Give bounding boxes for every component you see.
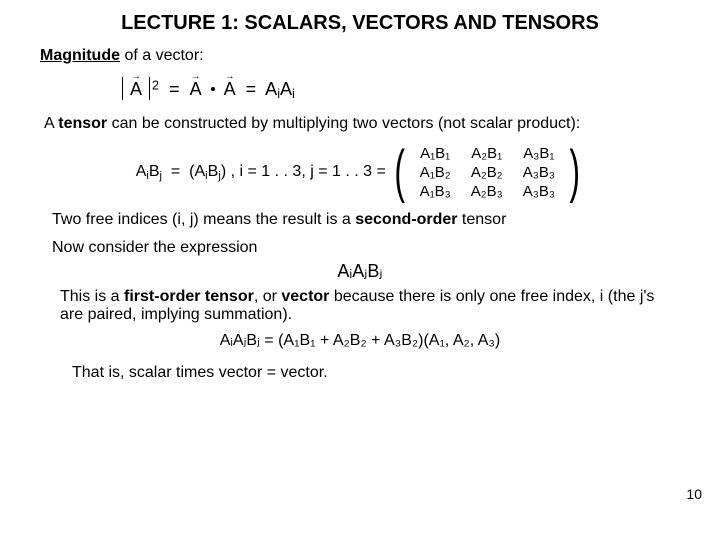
equation-expansion: AᵢAⱼBⱼ = (A₁B₁ + A₂B₂ + A₃B₂)(A₁, A₂, A₃…	[0, 330, 720, 350]
m-r1c2: A₂B₁	[461, 144, 513, 163]
equation-tensor-product: AiBj = (AiBj) , i = 1 . . 3, j = 1 . . 3…	[0, 143, 720, 201]
text-that-is: That is, scalar times vector = vector.	[72, 364, 676, 382]
AiBj-paren: (AiBj)	[189, 163, 226, 182]
m-r2c1: A₁B₂	[410, 163, 461, 182]
m-r1c3: A₃B₁	[513, 144, 565, 163]
text-now-consider: Now consider the expression	[52, 239, 676, 257]
matrix-3x3: ( A₁B₁ A₂B₁ A₃B₁ A₁B₂ A₂B₂ A₃B₃ A₁B₃	[390, 143, 584, 201]
magnitude-rest: of a vector:	[120, 47, 204, 64]
m-r3c3: A₃B₃	[513, 182, 565, 201]
Ai-2: Ai	[280, 79, 295, 99]
magnitude-word: Magnitude	[40, 47, 120, 64]
expand-sum: A₁B₁ + A₂B₂ + A₃B₂	[283, 332, 418, 349]
matrix-table: A₁B₁ A₂B₁ A₃B₁ A₁B₂ A₂B₂ A₃B₃ A₁B₃ A₂B₃ …	[410, 144, 565, 201]
expand-vec: A₁, A₂, A₃	[429, 332, 495, 349]
m-r2c3: A₃B₃	[513, 163, 565, 182]
equation-magnitude: A 2 = A A = AiAi	[0, 77, 720, 101]
right-paren-icon: )	[569, 143, 580, 201]
index-range: , i = 1 . . 3, j = 1 . . 3 =	[226, 163, 386, 180]
text-first-order: This is a first-order tensor, or vector …	[60, 288, 676, 324]
left-paren-icon: (	[395, 143, 406, 201]
vec-A-1: A	[190, 79, 202, 100]
expand-lhs: AᵢAⱼBⱼ =	[220, 332, 278, 349]
m-r3c1: A₁B₃	[410, 182, 461, 201]
text-tensor-intro: A tensor can be constructed by multiplyi…	[44, 115, 676, 133]
square-exp: 2	[152, 78, 159, 92]
heading-magnitude: Magnitude of a vector:	[40, 47, 720, 65]
m-r3c2: A₂B₃	[461, 182, 513, 201]
page-title: LECTURE 1: SCALARS, VECTORS AND TENSORS	[60, 0, 660, 35]
Ai-1: Ai	[265, 79, 280, 99]
page-number: 10	[686, 486, 702, 502]
m-r1c1: A₁B₁	[410, 144, 461, 163]
m-r2c2: A₂B₂	[461, 163, 513, 182]
equation-first-order: AᵢAⱼBⱼ	[0, 261, 720, 282]
AiBj-lhs: AiBj	[136, 163, 167, 180]
vec-A-2: A	[224, 79, 236, 100]
vec-A-norm: A	[128, 79, 144, 100]
dot-product-icon	[211, 87, 215, 91]
AiAjBj: AᵢAⱼBⱼ	[337, 261, 382, 281]
text-two-indices: Two free indices (i, j) means the result…	[52, 211, 676, 229]
